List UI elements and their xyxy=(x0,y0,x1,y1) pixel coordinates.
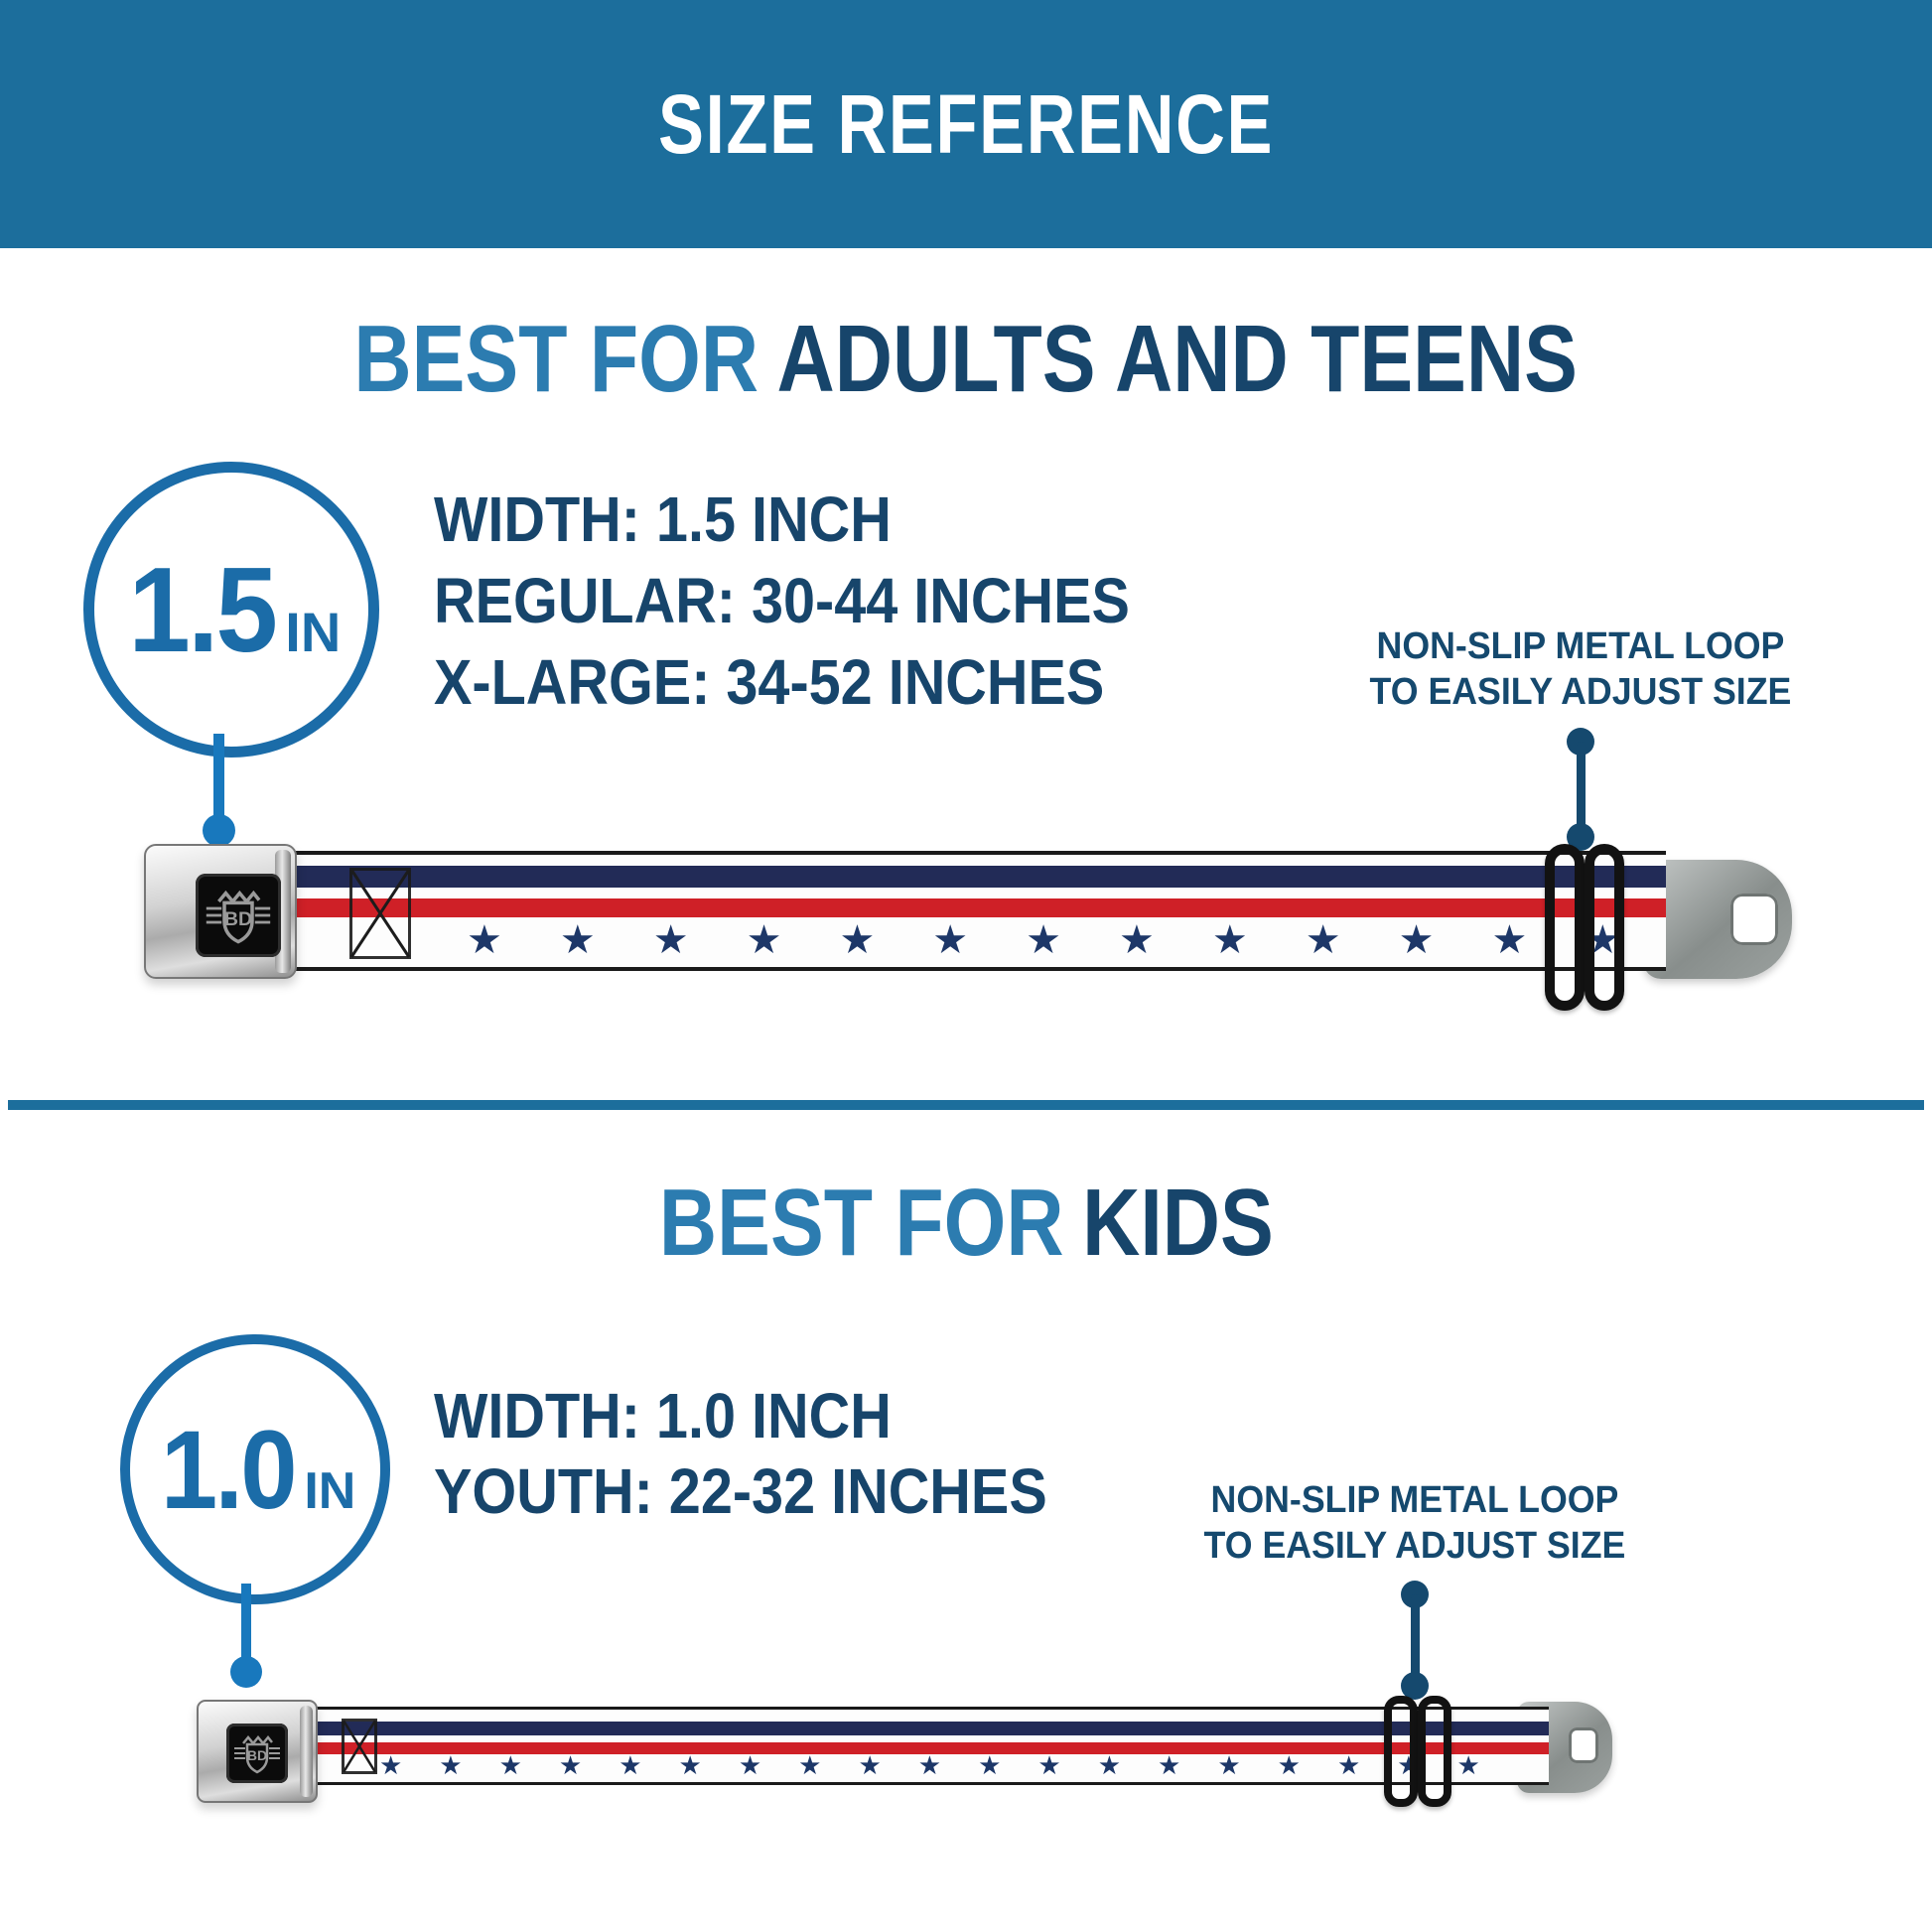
kids-size-value: 1.0 xyxy=(160,1407,298,1532)
kids-strap-stars: ★★★★★★★★★★★★★★★★★★★ xyxy=(379,1751,1517,1781)
kids-spec-youth: YOUTH: 22-32 INCHES xyxy=(434,1455,1047,1527)
kids-tab-hole xyxy=(1569,1727,1598,1763)
kids-metal-loop-front xyxy=(1384,1696,1418,1807)
adults-stitch-box xyxy=(349,868,411,959)
section-divider xyxy=(8,1100,1924,1110)
kids-heading-main: KIDS xyxy=(1081,1170,1274,1276)
adults-belt-strap: ★★★★★★★★★★★★★ xyxy=(286,851,1666,971)
kids-spec-width: WIDTH: 1.0 INCH xyxy=(434,1380,892,1451)
adults-circle-pointer-dot xyxy=(203,814,235,847)
adults-metal-loop-front xyxy=(1545,844,1585,1011)
adults-belt-end-tab xyxy=(1643,860,1792,979)
kids-stitch-box xyxy=(342,1719,377,1774)
kids-specs: WIDTH: 1.0 INCH YOUTH: 22-32 INCHES xyxy=(434,1378,1115,1529)
kids-size-circle: 1.0 IN xyxy=(120,1334,390,1604)
adults-callout-label: NON-SLIP METAL LOOP TO EASILY ADJUST SIZ… xyxy=(1303,623,1859,715)
kids-bd-logo-text: BD xyxy=(247,1747,267,1763)
kids-strap-red-stripe xyxy=(308,1742,1549,1754)
banner: SIZE REFERENCE xyxy=(0,0,1932,248)
adults-callout-line xyxy=(1577,742,1586,837)
adults-callout-line1: NON-SLIP METAL LOOP xyxy=(1376,625,1785,667)
adults-spec-regular: REGULAR: 30-44 INCHES xyxy=(434,565,1130,636)
page-title: SIZE REFERENCE xyxy=(657,76,1274,171)
adults-seatbelt-buckle: BD xyxy=(144,844,297,979)
adults-bd-logo-icon: BD xyxy=(206,890,271,944)
adults-metal-loop-back xyxy=(1585,844,1624,1011)
adults-tab-hole xyxy=(1730,894,1778,945)
adults-spec-width: WIDTH: 1.5 INCH xyxy=(434,483,892,555)
adults-specs: WIDTH: 1.5 INCH REGULAR: 30-44 INCHES X-… xyxy=(434,479,1207,723)
kids-bd-logo-icon: BD xyxy=(234,1735,280,1774)
kids-callout-line1: NON-SLIP METAL LOOP xyxy=(1210,1479,1619,1521)
kids-size-unit: IN xyxy=(304,1461,356,1520)
adults-heading-accent: BEST FOR xyxy=(353,306,759,412)
adults-bd-logo-text: BD xyxy=(224,908,252,930)
kids-buckle-window: BD xyxy=(226,1724,288,1783)
adults-callout-line2: TO EASILY ADJUST SIZE xyxy=(1369,671,1792,713)
kids-stitch-cross xyxy=(342,1720,377,1773)
adults-size-unit: IN xyxy=(285,601,342,663)
kids-circle-pointer-line xyxy=(241,1584,251,1663)
adults-strap-red-stripe xyxy=(286,898,1666,917)
kids-callout-label: NON-SLIP METAL LOOP TO EASILY ADJUST SIZ… xyxy=(1137,1477,1693,1569)
adults-size-circle: 1.5 IN xyxy=(83,462,379,758)
adults-spec-xlarge: X-LARGE: 34-52 INCHES xyxy=(434,646,1105,718)
kids-heading-accent: BEST FOR xyxy=(658,1170,1064,1276)
adults-strap-stars: ★★★★★★★★★★★★★ xyxy=(467,917,1666,963)
kids-circle-pointer-dot xyxy=(230,1656,262,1688)
kids-callout-line xyxy=(1411,1594,1420,1686)
kids-belt-strap: ★★★★★★★★★★★★★★★★★★★ xyxy=(308,1707,1549,1785)
kids-heading: BEST FOR KIDS xyxy=(0,1170,1932,1277)
kids-callout-dot-bottom xyxy=(1401,1672,1429,1700)
adults-strap-navy-stripe xyxy=(286,866,1666,888)
adults-size-value: 1.5 xyxy=(128,542,278,677)
kids-metal-loop-back xyxy=(1418,1696,1451,1807)
adults-buckle-window: BD xyxy=(196,874,281,957)
kids-strap-navy-stripe xyxy=(308,1722,1549,1735)
adults-heading-main: ADULTS AND TEENS xyxy=(776,306,1579,412)
adults-stitch-cross xyxy=(349,869,411,958)
kids-seatbelt-buckle: BD xyxy=(197,1700,318,1803)
kids-buckle-latch-bar xyxy=(300,1706,313,1797)
adults-circle-pointer-line xyxy=(213,734,224,821)
adults-heading: BEST FOR ADULTS AND TEENS xyxy=(0,306,1932,413)
kids-callout-line2: TO EASILY ADJUST SIZE xyxy=(1203,1525,1626,1567)
